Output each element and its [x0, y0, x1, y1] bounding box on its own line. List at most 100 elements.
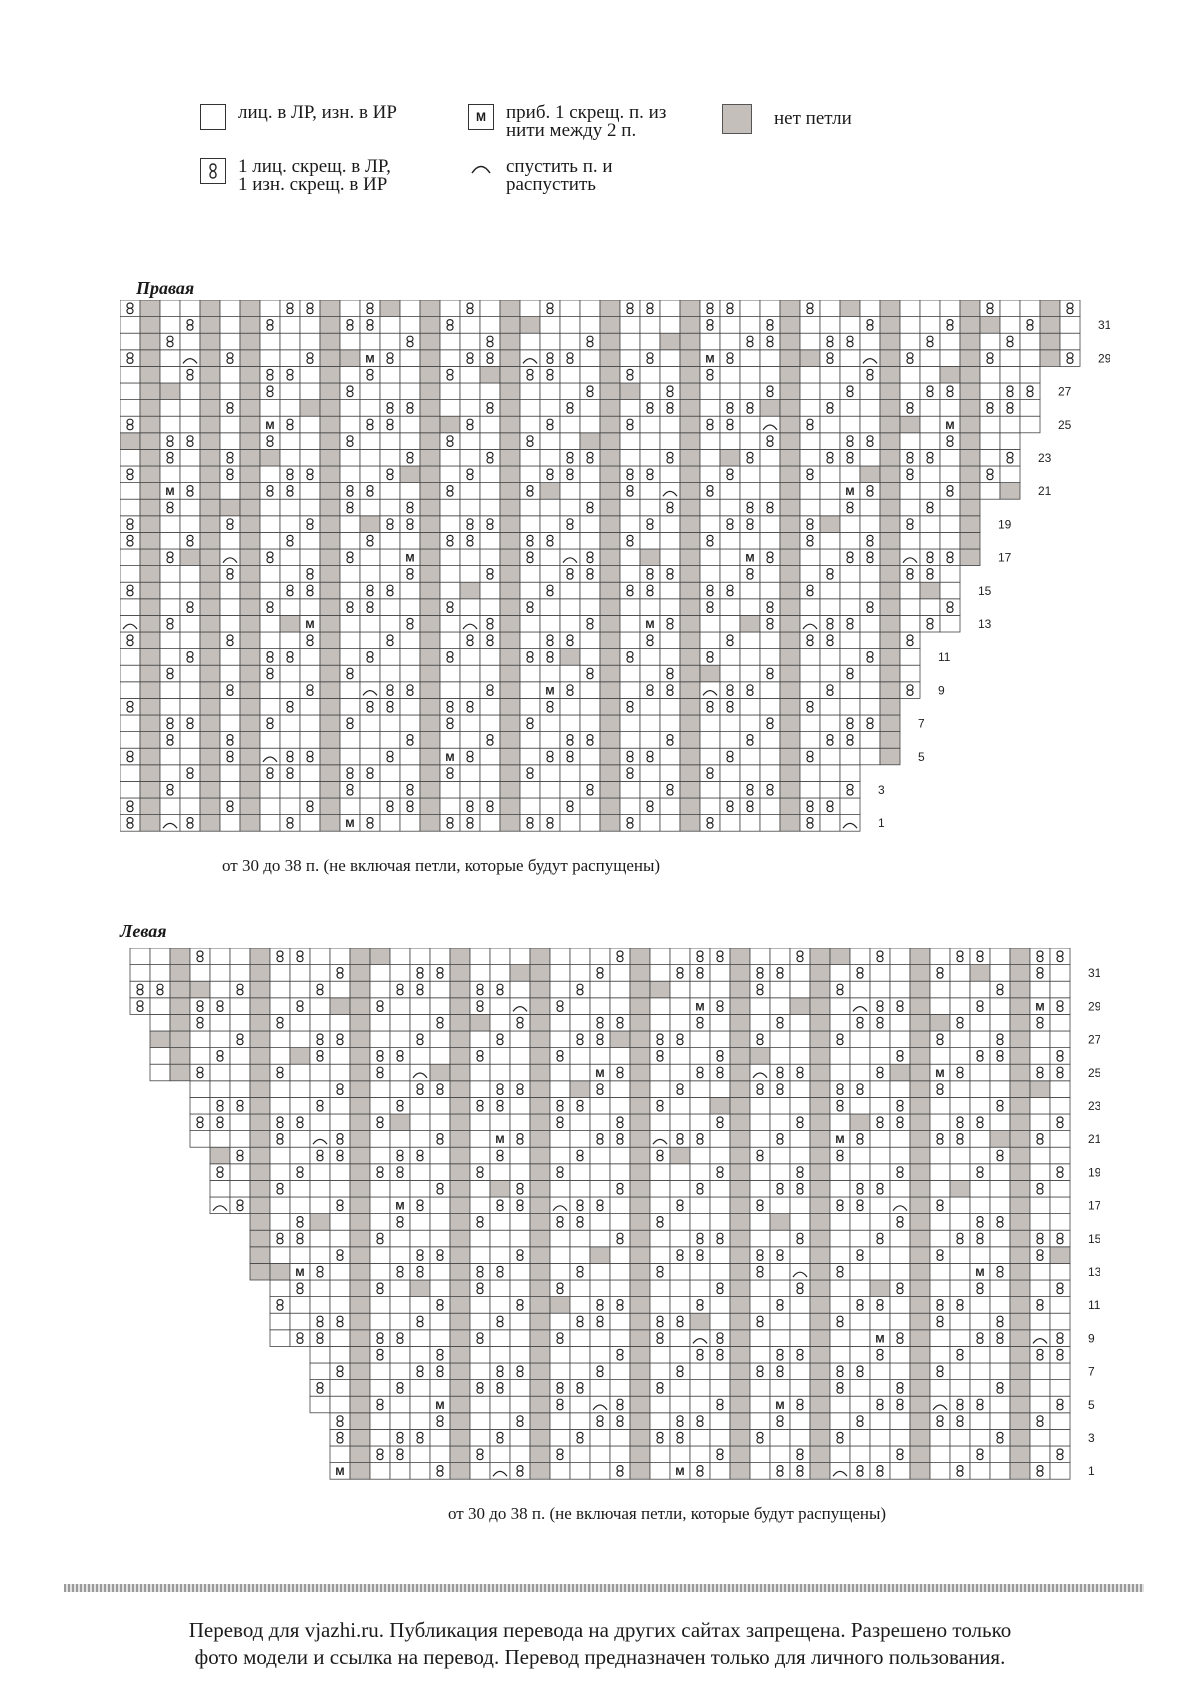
- chart-cell: [889, 1428, 911, 1447]
- chart-cell: [569, 1179, 591, 1198]
- no-stitch-cell: [369, 948, 391, 966]
- chart-cell: [369, 1312, 391, 1331]
- chart-cell: [1049, 1213, 1071, 1231]
- chart-cell: [569, 1296, 591, 1314]
- twisted-stitch-symbol: [876, 1066, 884, 1079]
- chart-cell: [989, 1395, 1011, 1414]
- no-stitch-cell: [559, 648, 581, 666]
- make-one-symbol: М: [935, 1068, 944, 1080]
- chart-cell: [569, 964, 591, 982]
- chart-cell: [669, 948, 691, 966]
- drop-stitch-symbol: [1032, 1338, 1048, 1344]
- chart-cell: [509, 1063, 531, 1082]
- row-number-label: 1: [878, 816, 885, 830]
- chart-cell: [589, 1279, 611, 1298]
- twisted-stitch-symbol: [566, 634, 574, 647]
- twisted-stitch-symbol: [576, 1315, 584, 1328]
- chart-cell: [759, 465, 781, 484]
- chart-cell: [359, 664, 381, 683]
- chart-cell: [579, 399, 601, 417]
- chart-cell: [749, 1130, 771, 1148]
- chart-cell: [159, 415, 181, 434]
- twisted-stitch-symbol: [626, 651, 634, 663]
- chart-cell: [299, 448, 321, 467]
- chart-cell: [329, 1279, 351, 1298]
- chart-cell: [149, 948, 171, 966]
- chart-cell: [559, 366, 581, 384]
- chart-cell: [129, 964, 151, 982]
- twisted-stitch-symbol: [696, 1133, 704, 1145]
- no-stitch-cell: [629, 1246, 651, 1264]
- chart-cell: [759, 631, 781, 650]
- twisted-stitch-symbol: [926, 617, 934, 630]
- chart-cell: [539, 432, 561, 450]
- no-stitch-cell: [399, 465, 421, 484]
- chart-cell: [269, 1030, 291, 1049]
- twisted-stitch-symbol: [226, 634, 234, 647]
- twisted-stitch-symbol: [416, 1083, 424, 1096]
- make-one-symbol: М: [645, 619, 654, 631]
- chart-cell: [609, 1445, 631, 1464]
- legend-no-stitch: нет петли: [722, 104, 852, 134]
- chart-cell: [259, 797, 281, 816]
- twisted-stitch-symbol: [376, 1398, 384, 1411]
- row-number-label: 3: [878, 783, 885, 797]
- twisted-stitch-symbol: [706, 368, 714, 381]
- twisted-stitch-symbol: [406, 684, 414, 697]
- chart-cell: [669, 1296, 691, 1314]
- twisted-stitch-symbol: [836, 1431, 844, 1444]
- no-stitch-cell: [859, 465, 881, 484]
- chart-cell: [829, 1279, 851, 1298]
- chart-cell: [329, 1063, 351, 1082]
- twisted-stitch-symbol: [706, 319, 714, 331]
- chart-cell: [739, 814, 761, 832]
- chart-cell: [949, 1080, 971, 1098]
- no-stitch-cell: [199, 432, 221, 450]
- chart-cell: [869, 1445, 891, 1464]
- twisted-stitch-symbol: [936, 1415, 944, 1428]
- twisted-stitch-symbol: [416, 1033, 424, 1046]
- twisted-stitch-symbol: [1036, 1133, 1044, 1145]
- make-one-symbol: М: [595, 1068, 604, 1080]
- no-stitch-cell: [499, 366, 521, 384]
- twisted-stitch-symbol: [776, 1348, 784, 1361]
- twisted-stitch-symbol: [806, 700, 814, 713]
- twisted-stitch-symbol: [556, 1116, 564, 1129]
- twisted-stitch-symbol: [616, 1133, 624, 1145]
- twisted-stitch-symbol: [386, 468, 394, 481]
- twisted-stitch-symbol: [126, 302, 134, 315]
- twisted-stitch-symbol: [366, 767, 374, 780]
- twisted-stitch-symbol: [796, 1282, 804, 1295]
- chart-cell: [869, 1030, 891, 1049]
- chart-cell: [439, 448, 461, 467]
- twisted-stitch-symbol: [186, 485, 194, 497]
- twisted-stitch-symbol: [296, 1166, 304, 1179]
- no-stitch-cell: [729, 1096, 751, 1115]
- chart-cell: [859, 399, 881, 417]
- twisted-stitch-symbol: [696, 1465, 704, 1477]
- chart-cell: [369, 1428, 391, 1447]
- no-stitch-cell: [679, 764, 701, 782]
- chart-cell: [609, 1262, 631, 1281]
- chart-cell: [159, 465, 181, 484]
- twisted-stitch-symbol: [856, 1465, 864, 1477]
- chart-cell: [509, 1395, 531, 1414]
- chart-cell: [979, 482, 1001, 500]
- no-stitch-cell: [939, 366, 961, 384]
- make-one-symbol: М: [305, 619, 314, 631]
- no-stitch-cell: [1009, 1329, 1031, 1347]
- make-one-symbol: М: [265, 420, 274, 432]
- no-stitch-cell: [139, 565, 161, 583]
- no-stitch-cell: [809, 1362, 831, 1381]
- chart-cell: [379, 714, 401, 733]
- no-stitch-cell: [729, 1063, 751, 1082]
- no-stitch-cell: [729, 1296, 751, 1314]
- no-stitch-cell: [909, 1229, 931, 1248]
- twisted-stitch-symbol: [496, 1365, 504, 1378]
- twisted-stitch-symbol: [546, 584, 554, 597]
- drop-stitch-symbol: [842, 822, 858, 829]
- chart-cell: [1029, 1312, 1051, 1331]
- twisted-stitch-symbol: [526, 651, 534, 663]
- chart-cell: [549, 1428, 571, 1447]
- chart-cell: [669, 1329, 691, 1347]
